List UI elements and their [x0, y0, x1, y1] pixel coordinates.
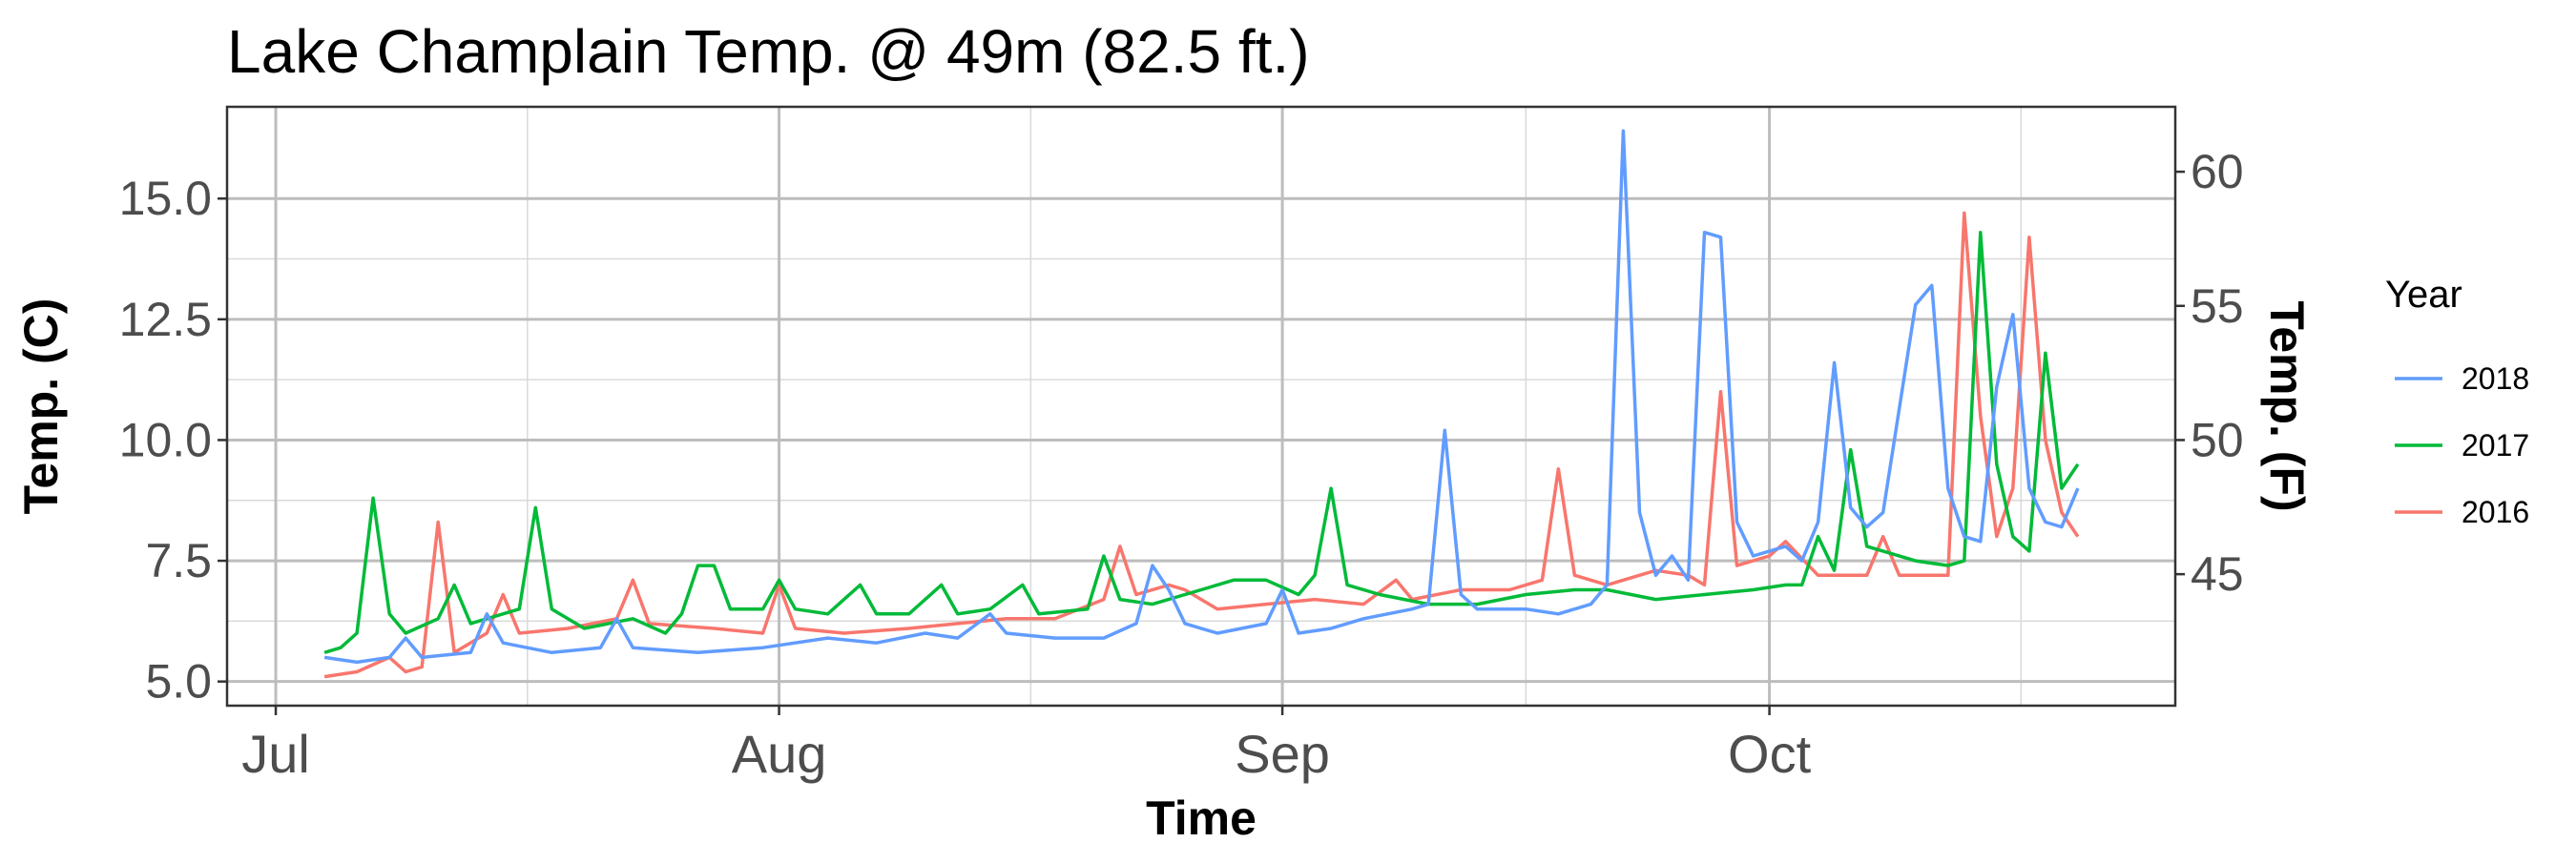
- y-tick-label: 7.5: [145, 534, 212, 587]
- x-tick-label: Sep: [1235, 724, 1330, 784]
- plot-panel-border: [225, 105, 2177, 708]
- y-tick-label: 15.0: [119, 172, 212, 225]
- axis-layer: 5.0 7.5 10.0 12.5 15.0 Jul Aug Sep Oct 45 50 55 60: [119, 145, 2244, 784]
- y2-tick-label: 50: [2191, 413, 2244, 466]
- y2-tick-label: 55: [2191, 279, 2244, 333]
- grid-layer: [227, 107, 2175, 706]
- legend-label-2017: 2017: [2462, 428, 2529, 462]
- chart-title: Lake Champlain Temp. @ 49m (82.5 ft.): [227, 17, 1310, 86]
- series-line-2017: [323, 230, 2080, 654]
- legend-label-2016: 2016: [2462, 495, 2529, 529]
- series-layer: [323, 129, 2080, 679]
- y-tick-label: 5.0: [145, 655, 212, 709]
- legend-title: Year: [2385, 274, 2462, 316]
- x-axis-title: Time: [1146, 791, 1257, 845]
- y2-tick-label: 60: [2191, 145, 2244, 198]
- y-axis-title: Temp. (C): [14, 298, 68, 515]
- series-line-2016: [323, 211, 2080, 679]
- legend: Year 2018 2017 2016: [2385, 274, 2529, 529]
- x-tick-label: Oct: [1728, 724, 1812, 784]
- x-tick-label: Jul: [241, 724, 310, 784]
- legend-label-2018: 2018: [2462, 361, 2529, 396]
- y2-axis-title: Temp. (F): [2260, 300, 2314, 511]
- x-tick-label: Aug: [732, 724, 827, 784]
- y-tick-label: 10.0: [119, 413, 212, 466]
- series-line-2018: [323, 129, 2080, 665]
- y-tick-label: 12.5: [119, 293, 212, 346]
- y2-tick-label: 45: [2191, 547, 2244, 601]
